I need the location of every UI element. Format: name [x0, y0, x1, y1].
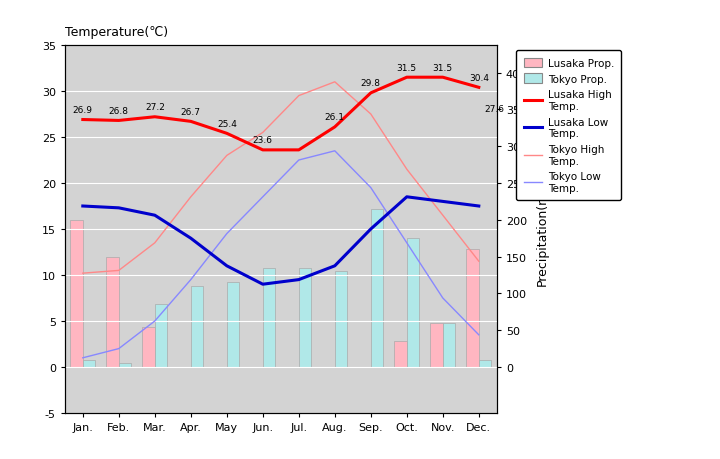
Text: Temperature(℃): Temperature(℃): [65, 26, 168, 39]
Text: 30.4: 30.4: [469, 73, 489, 83]
Bar: [466, 250, 479, 367]
Bar: [191, 286, 203, 367]
Text: 25.4: 25.4: [217, 119, 237, 129]
Bar: [394, 341, 407, 367]
Bar: [263, 268, 275, 367]
Bar: [430, 323, 443, 367]
Text: 23.6: 23.6: [253, 136, 273, 145]
Text: 27.2: 27.2: [145, 103, 165, 112]
Bar: [119, 364, 131, 367]
Legend: Lusaka Prop., Tokyo Prop., Lusaka High
Temp., Lusaka Low
Temp., Tokyo High
Temp.: Lusaka Prop., Tokyo Prop., Lusaka High T…: [516, 51, 621, 201]
Text: 26.8: 26.8: [109, 106, 129, 116]
Bar: [71, 220, 83, 367]
Bar: [299, 268, 311, 367]
Bar: [479, 360, 491, 367]
Bar: [155, 305, 167, 367]
Bar: [407, 239, 419, 367]
Text: 26.7: 26.7: [181, 107, 201, 117]
Text: 31.5: 31.5: [397, 63, 417, 73]
Text: 27.6: 27.6: [484, 105, 504, 114]
Bar: [83, 360, 95, 367]
Bar: [371, 209, 383, 367]
Bar: [335, 272, 347, 367]
Y-axis label: Precipitation(mm): Precipitation(mm): [535, 174, 549, 285]
Text: 26.1: 26.1: [325, 113, 345, 122]
Bar: [107, 257, 119, 367]
Bar: [443, 323, 455, 367]
Bar: [142, 327, 155, 367]
Bar: [227, 283, 239, 367]
Text: 31.5: 31.5: [433, 63, 453, 73]
Text: 26.9: 26.9: [73, 106, 93, 115]
Text: 29.8: 29.8: [361, 79, 381, 88]
